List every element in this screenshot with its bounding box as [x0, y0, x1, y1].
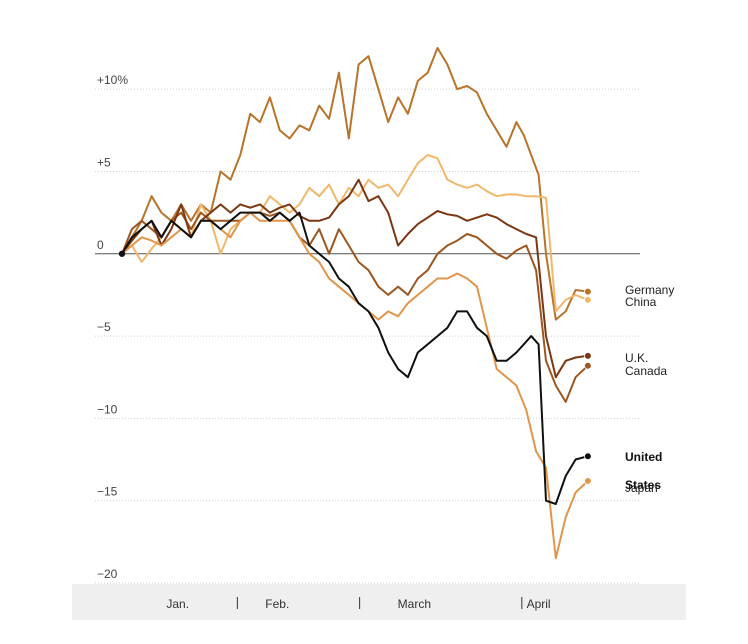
series-label-japan: Japan: [625, 481, 658, 495]
y-tick-label: −20: [97, 567, 118, 581]
series-endpoint: [584, 287, 592, 296]
x-tick-label: April: [527, 597, 551, 611]
series-line-united-states: [121, 211, 589, 505]
series-line-japan: [121, 211, 589, 560]
y-tick-label: +10%: [97, 73, 128, 87]
series-endpoints: [118, 250, 592, 485]
series-label-china: China: [625, 295, 657, 309]
series-label-u-k-: U.K.: [625, 351, 648, 365]
series-label-germany: Germany: [625, 283, 674, 297]
gridlines: [95, 88, 640, 584]
start-point: [118, 250, 126, 257]
series-label-united-states: United States: [625, 450, 662, 492]
y-axis-ticks: +10% +5 0 −5 −10 −15 −20: [97, 73, 128, 581]
series-lines: [121, 47, 589, 560]
y-tick-label: −5: [97, 320, 111, 334]
series-endpoint: [584, 477, 592, 485]
x-tick-label: March: [398, 597, 431, 611]
x-tick-label: Feb.: [265, 597, 289, 611]
x-axis-band: [72, 584, 686, 620]
series-endpoint: [584, 361, 592, 370]
series-endpoint: [584, 452, 592, 461]
series-line-canada: [121, 211, 589, 403]
series-line-u-k-: [121, 178, 589, 379]
y-tick-label: −10: [97, 402, 118, 416]
series-endpoint: [584, 296, 592, 304]
y-tick-label: 0: [97, 238, 104, 252]
series-label-canada: Canada: [625, 364, 667, 378]
x-tick-label: Jan.: [166, 597, 189, 611]
x-axis-ticks: Jan. Feb. March April: [166, 597, 551, 611]
y-tick-label: +5: [97, 155, 111, 169]
series-endpoint: [584, 352, 592, 360]
y-tick-label: −15: [97, 485, 118, 499]
series-line-china: [121, 154, 589, 313]
